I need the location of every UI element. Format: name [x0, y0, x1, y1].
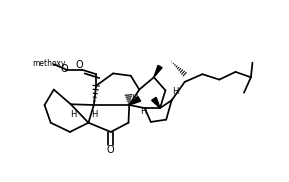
- Text: H: H: [140, 107, 146, 116]
- Polygon shape: [152, 97, 160, 108]
- Text: O: O: [107, 145, 114, 155]
- Text: H: H: [70, 110, 76, 119]
- Text: H: H: [131, 94, 137, 103]
- Text: O: O: [75, 60, 83, 70]
- Text: O: O: [61, 64, 68, 74]
- Polygon shape: [154, 65, 162, 77]
- Polygon shape: [129, 96, 141, 105]
- Text: H: H: [91, 110, 97, 119]
- Text: methoxy: methoxy: [32, 59, 66, 68]
- Text: H: H: [172, 87, 179, 96]
